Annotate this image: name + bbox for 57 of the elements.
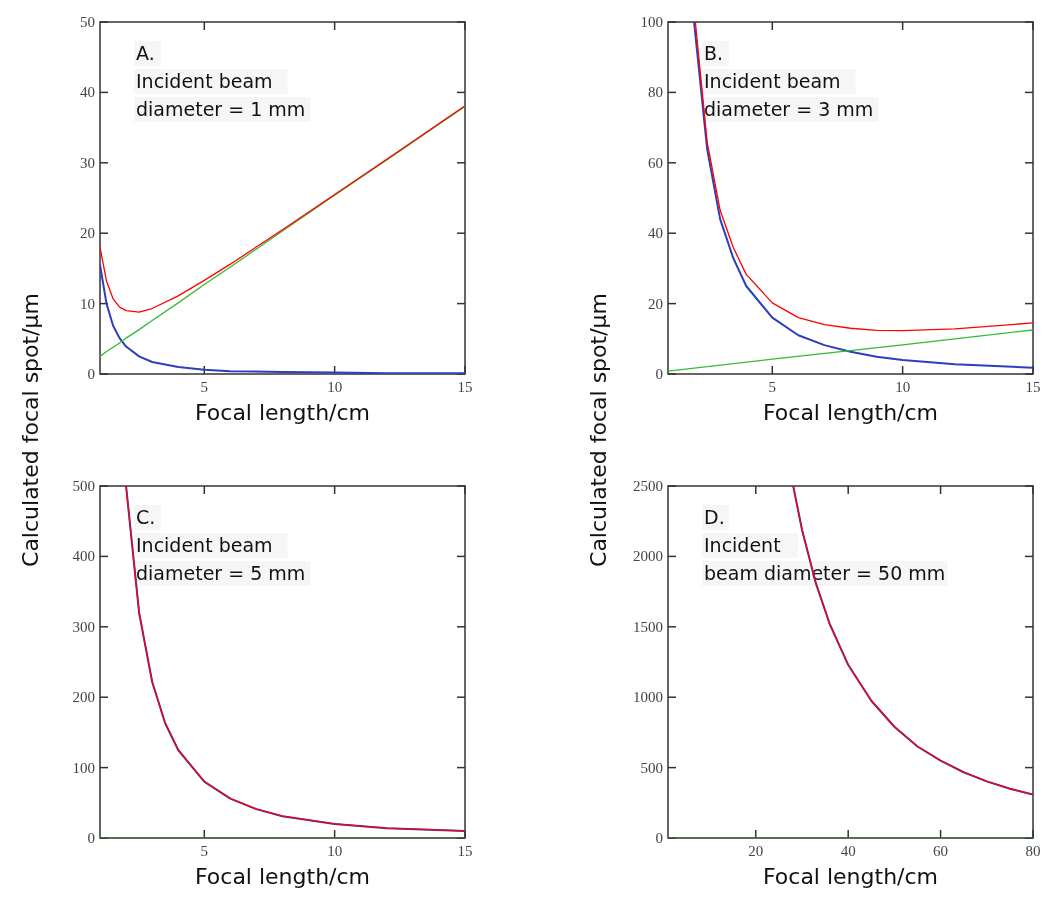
y-tick-label: 1000 xyxy=(633,689,663,706)
x-tick-label: 10 xyxy=(895,379,911,395)
annotation: B. xyxy=(704,42,724,64)
annotation: Incident xyxy=(704,534,781,556)
y-tick-label: 40 xyxy=(648,225,663,242)
y-axis-title: Calculated focal spot/µm xyxy=(18,293,43,567)
annotation: Incident beam xyxy=(136,70,273,92)
annotation: Incident beam xyxy=(704,70,841,92)
x-tick-label: 5 xyxy=(200,379,209,395)
x-tick-label: 20 xyxy=(748,843,764,859)
x-tick-label: 80 xyxy=(1025,843,1041,859)
x-tick-label: 10 xyxy=(327,843,343,859)
y-tick-label: 60 xyxy=(648,154,663,171)
x-tick-label: 15 xyxy=(457,843,473,859)
x-tick-label: 60 xyxy=(933,843,949,859)
y-tick-label: 30 xyxy=(80,154,95,171)
y-tick-label: 0 xyxy=(655,830,663,846)
y-tick-label: 300 xyxy=(72,618,95,635)
y-tick-label: 20 xyxy=(80,225,95,242)
annotation: diameter = 3 mm xyxy=(704,98,874,120)
x-tick-label: 5 xyxy=(200,843,209,859)
y-tick-label: 500 xyxy=(640,759,663,776)
y-tick-label: 2500 xyxy=(633,478,663,494)
annotation: diameter = 5 mm xyxy=(136,562,306,584)
x-tick-label: 10 xyxy=(327,379,343,395)
line-series xyxy=(125,486,465,832)
y-tick-label: 100 xyxy=(72,759,95,776)
x-axis-title: Focal length/cm xyxy=(194,400,371,425)
y-tick-label: 0 xyxy=(87,366,95,382)
annotation: diameter = 1 mm xyxy=(136,98,306,120)
x-tick-label: 15 xyxy=(1025,379,1041,395)
annotation: A. xyxy=(136,42,155,64)
x-tick-label: 40 xyxy=(840,843,856,859)
y-tick-label: 40 xyxy=(80,84,95,101)
line-series xyxy=(668,329,1033,372)
x-axis-title: Focal length/cm xyxy=(762,400,939,425)
line-series xyxy=(100,263,465,374)
x-tick-label: 5 xyxy=(768,379,777,395)
y-axis-title: Calculated focal spot/µm xyxy=(586,293,611,567)
y-tick-label: 10 xyxy=(80,295,95,312)
y-tick-label: 100 xyxy=(640,14,663,30)
annotation: D. xyxy=(704,506,725,528)
y-tick-label: 200 xyxy=(72,689,95,706)
y-tick-label: 0 xyxy=(87,830,95,846)
y-tick-label: 1500 xyxy=(633,618,663,635)
y-tick-label: 0 xyxy=(655,366,663,382)
y-tick-label: 2000 xyxy=(633,548,663,565)
x-axis-title: Focal length/cm xyxy=(194,864,371,889)
x-tick-label: 15 xyxy=(457,379,473,395)
y-tick-label: 20 xyxy=(648,295,663,312)
x-axis-title: Focal length/cm xyxy=(762,864,939,889)
annotation: Incident beam xyxy=(136,534,273,556)
y-tick-label: 400 xyxy=(72,548,95,565)
y-tick-label: 500 xyxy=(72,478,95,494)
y-tick-label: 80 xyxy=(648,84,663,101)
y-tick-label: 50 xyxy=(80,14,95,30)
annotation: C. xyxy=(136,506,156,528)
